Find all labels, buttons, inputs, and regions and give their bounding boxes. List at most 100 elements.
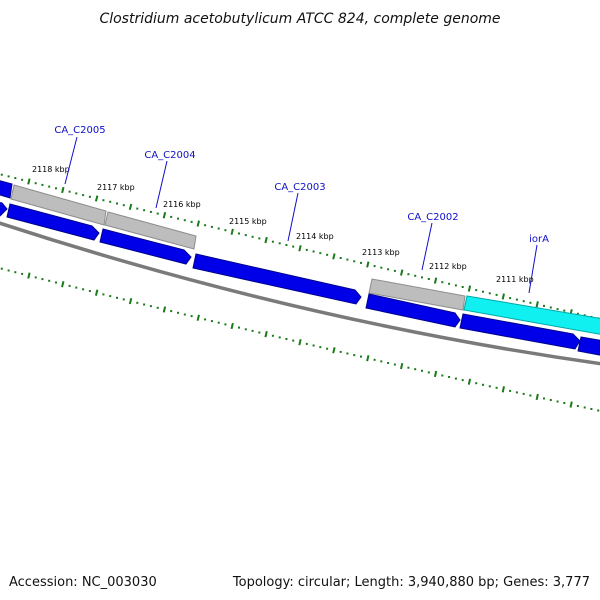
- minor-tick: [312, 344, 315, 347]
- gene-partial-left-outer[interactable]: [0, 178, 13, 199]
- gene-track-inner: [0, 200, 600, 357]
- gene-label-CA_C2002[interactable]: CA_C2002: [407, 212, 458, 223]
- minor-tick: [278, 336, 281, 339]
- minor-tick: [183, 313, 186, 316]
- tick-label: 2117 kbp: [97, 183, 135, 192]
- inner-tick-ring: [0, 267, 600, 412]
- minor-tick: [488, 385, 491, 388]
- minor-tick: [360, 355, 362, 358]
- gene-labels: CA_C2005 CA_C2004 CA_C2003 CA_C2002 iorA: [54, 125, 549, 294]
- minor-tick: [122, 298, 125, 301]
- minor-tick: [0, 267, 3, 270]
- major-tick: [128, 297, 133, 305]
- minor-tick: [34, 182, 37, 185]
- minor-tick: [204, 318, 207, 321]
- gene-partial-left-inner[interactable]: [0, 200, 8, 217]
- minor-tick: [217, 321, 220, 324]
- major-tick: [535, 301, 539, 308]
- minor-tick: [7, 269, 10, 272]
- gene-partial-right-inner[interactable]: [577, 336, 600, 357]
- minor-tick: [170, 215, 173, 218]
- major-tick: [467, 285, 472, 292]
- minor-tick: [190, 315, 193, 318]
- minor-tick: [407, 273, 410, 276]
- gene-arrow-1[interactable]: [6, 203, 100, 241]
- major-tick: [467, 378, 472, 385]
- minor-tick: [55, 281, 57, 284]
- minor-tick: [353, 354, 356, 357]
- minor-tick: [597, 409, 600, 412]
- minor-tick: [41, 183, 44, 186]
- minor-tick: [41, 278, 44, 281]
- genome-backbone: [0, 221, 600, 366]
- major-tick: [94, 195, 99, 202]
- leader-line: [287, 192, 299, 242]
- gene-arrow-3[interactable]: [192, 253, 362, 305]
- minor-tick: [82, 194, 85, 197]
- minor-tick: [346, 352, 349, 355]
- major-tick: [298, 339, 302, 346]
- minor-tick: [482, 383, 484, 386]
- minor-tick: [454, 284, 457, 287]
- minor-tick: [549, 306, 552, 309]
- minor-tick: [360, 261, 362, 264]
- gene-label-CA_C2005[interactable]: CA_C2005: [54, 125, 105, 136]
- tick-labels: 2118 kbp 2117 kbp 2116 kbp 2115 kbp 2114…: [32, 165, 534, 284]
- major-tick: [400, 269, 404, 276]
- gene-CA_C2004[interactable]: [104, 211, 197, 250]
- gene-CA_C2002[interactable]: [368, 278, 466, 311]
- gene-label-CA_C2003[interactable]: CA_C2003: [274, 182, 325, 193]
- minor-tick: [339, 350, 342, 353]
- minor-tick: [346, 258, 349, 261]
- minor-tick: [285, 338, 288, 340]
- minor-tick: [285, 244, 288, 246]
- minor-tick: [509, 389, 512, 392]
- minor-tick: [326, 253, 329, 256]
- major-tick: [501, 386, 505, 393]
- gene-label-iorA[interactable]: iorA: [529, 234, 549, 245]
- minor-tick: [217, 227, 220, 230]
- minor-tick: [414, 274, 417, 277]
- gene-arrow-4[interactable]: [365, 293, 461, 328]
- major-tick: [196, 220, 200, 227]
- minor-tick: [109, 200, 112, 203]
- major-tick: [230, 322, 234, 330]
- minor-tick: [549, 399, 552, 401]
- gene-CA_C2005[interactable]: [10, 184, 107, 226]
- minor-tick: [68, 284, 71, 287]
- minor-tick: [563, 402, 566, 404]
- tick-label: 2118 kbp: [32, 165, 70, 174]
- minor-tick: [177, 217, 179, 220]
- major-tick: [366, 355, 370, 362]
- minor-tick: [190, 220, 193, 223]
- minor-tick: [319, 346, 322, 349]
- gene-iorA[interactable]: [463, 295, 600, 336]
- minor-tick: [271, 334, 274, 337]
- minor-tick: [238, 232, 240, 235]
- minor-tick: [183, 219, 186, 222]
- gene-label-CA_C2004[interactable]: CA_C2004: [144, 150, 195, 161]
- minor-tick: [116, 296, 118, 299]
- gene-arrow-5[interactable]: [459, 313, 581, 350]
- major-tick: [196, 314, 200, 321]
- major-tick: [433, 277, 438, 284]
- minor-tick: [407, 366, 410, 369]
- minor-tick: [244, 328, 247, 331]
- minor-tick: [305, 248, 308, 251]
- minor-tick: [488, 292, 491, 295]
- minor-tick: [210, 320, 213, 323]
- minor-tick: [509, 297, 512, 300]
- minor-tick: [48, 279, 51, 282]
- minor-tick: [210, 225, 213, 228]
- minor-tick: [55, 187, 57, 190]
- major-tick: [535, 393, 539, 401]
- minor-tick: [475, 382, 478, 385]
- major-tick: [366, 261, 370, 268]
- minor-tick: [305, 342, 308, 345]
- gene-arrow-2[interactable]: [99, 228, 192, 265]
- tick-label: 2112 kbp: [429, 262, 467, 271]
- minor-tick: [156, 306, 159, 309]
- minor-tick: [251, 235, 254, 238]
- minor-tick: [88, 290, 91, 292]
- major-tick: [569, 401, 573, 408]
